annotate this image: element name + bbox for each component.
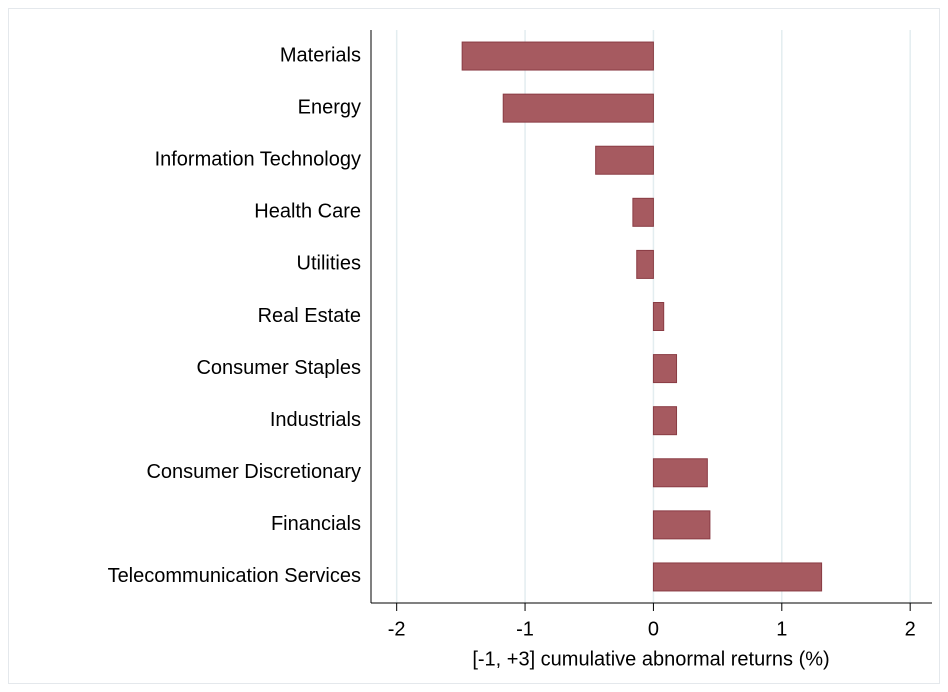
bar	[652, 406, 678, 436]
bar	[636, 249, 654, 279]
y-tick-label: Real Estate	[258, 305, 361, 327]
x-axis-label: [-1, +3] cumulative abnormal returns (%)	[472, 648, 829, 670]
y-tick-label: Consumer Staples	[196, 357, 361, 379]
y-tick-label: Information Technology	[155, 149, 361, 171]
y-tick-label: Materials	[280, 44, 361, 66]
bar	[652, 562, 823, 592]
y-tick-label: Industrials	[270, 409, 361, 431]
bar	[632, 197, 654, 227]
bar	[652, 354, 678, 384]
x-tick-label: -2	[388, 618, 406, 640]
x-tick-label: 2	[905, 618, 916, 640]
bar	[595, 145, 654, 175]
y-tick-label: Telecommunication Services	[108, 565, 361, 587]
x-tick-label: -1	[516, 618, 534, 640]
bar	[502, 93, 654, 123]
y-tick-label: Health Care	[254, 201, 361, 223]
bar	[652, 302, 665, 331]
y-tick-label: Utilities	[297, 253, 361, 275]
x-tick-label: 0	[648, 618, 659, 640]
y-tick-label: Financials	[271, 513, 361, 535]
bar	[461, 41, 654, 71]
y-tick-label: Consumer Discretionary	[146, 461, 361, 483]
x-tick-label: 1	[776, 618, 787, 640]
bar	[652, 510, 711, 540]
bar	[652, 458, 708, 488]
y-tick-label: Energy	[298, 96, 361, 118]
